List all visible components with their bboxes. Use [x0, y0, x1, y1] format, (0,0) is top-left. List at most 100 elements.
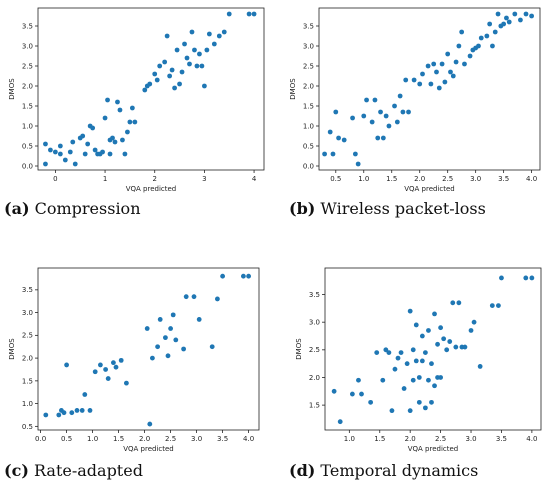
data-point [355, 161, 361, 167]
data-point [439, 61, 445, 67]
data-point [122, 151, 128, 157]
data-point [404, 361, 410, 367]
caption-rate-adapted: (c) Rate-adapted [4, 461, 143, 480]
y-tick-label: 1.0 [22, 400, 33, 408]
data-point [110, 135, 115, 141]
data-point [462, 344, 468, 350]
data-point [386, 350, 392, 355]
data-point [512, 11, 518, 17]
data-point [82, 151, 88, 157]
data-point [386, 123, 392, 129]
x-axis-label: VQA predicted [123, 445, 174, 453]
y-tick-label: 2.0 [22, 355, 33, 363]
caption-temporal-dynamics: (d) Temporal dynamics [289, 461, 478, 480]
data-point [378, 109, 383, 115]
y-tick-label: 1.0 [22, 122, 33, 130]
y-tick-label: 1.5 [22, 377, 33, 385]
data-point [392, 103, 397, 109]
data-point [492, 29, 498, 35]
x-axis-label: VQA predicted [408, 445, 459, 453]
y-tick-label: 0.0 [22, 162, 33, 170]
y-tick-label: 2.0 [309, 374, 320, 382]
data-point [364, 97, 369, 103]
data-point [506, 19, 512, 25]
data-point [206, 31, 212, 37]
data-point [380, 377, 386, 383]
caption-label: (b) [289, 199, 316, 218]
data-point [484, 33, 490, 39]
data-point [425, 63, 431, 69]
x-tick-label: 3 [202, 175, 206, 183]
caption-text: Rate-adapted [33, 461, 143, 480]
caption-label: (d) [289, 461, 316, 480]
data-point [435, 341, 440, 347]
scatter-points [43, 11, 257, 167]
data-point [172, 85, 177, 91]
y-tick-label: 2.5 [22, 332, 33, 340]
data-point [105, 97, 110, 103]
data-point [322, 151, 327, 157]
data-point [356, 377, 361, 383]
data-point [167, 73, 173, 79]
data-point [450, 73, 456, 79]
data-point [98, 362, 103, 368]
caption-text: Wireless packet-loss [320, 199, 486, 218]
data-point [400, 109, 406, 115]
data-point [477, 364, 483, 369]
caption-label: (a) [4, 199, 30, 218]
data-point [352, 151, 358, 157]
scatter-points [331, 275, 535, 425]
data-point [392, 366, 398, 372]
data-point [410, 377, 416, 383]
data-point [90, 125, 96, 131]
data-point [184, 55, 190, 61]
scatter-chart-svg: 0.0 0.5 1.0 1.5 2.0 2.5 3.0 3.5 4.00.51.01.52.02… [8, 267, 260, 453]
data-point [69, 410, 75, 416]
data-point [327, 129, 333, 135]
data-point [48, 147, 53, 153]
data-point [103, 367, 108, 372]
data-point [471, 319, 477, 325]
data-point [413, 322, 419, 328]
data-point [57, 143, 63, 149]
data-point [162, 59, 168, 65]
data-point [215, 296, 220, 302]
scatter-points [43, 273, 252, 427]
data-point [374, 350, 380, 355]
data-point [187, 61, 192, 67]
data-point [447, 339, 453, 344]
data-point [529, 13, 535, 19]
y-tick-label: 2.5 [303, 62, 314, 70]
data-point [368, 399, 374, 405]
data-point [501, 21, 507, 27]
scatter-panel-rate-adapted: 0.0 0.5 1.0 1.5 2.0 2.5 3.0 3.5 4.0 0.5 1.0 1.5 2.0 2… [0, 262, 275, 457]
data-point [401, 386, 407, 391]
scatter-panel-temporal-dynamics: 1.0 1.5 2.0 2.5 3.0 3.5 4.0 1.5 2.0 2.5 3.0 3.5 VQA … [275, 262, 550, 457]
data-point [359, 391, 364, 397]
data-point [453, 344, 459, 350]
data-point [132, 119, 138, 125]
caption-text: Compression [34, 199, 141, 218]
data-point [429, 361, 434, 367]
y-tick-label: 1.5 [309, 402, 320, 410]
data-point [181, 346, 187, 352]
data-point [341, 137, 347, 143]
data-point [490, 43, 495, 49]
data-point [124, 380, 129, 386]
data-point [169, 67, 175, 73]
data-point [504, 15, 509, 21]
y-tick-label: 3.0 [303, 42, 314, 50]
data-point [177, 81, 182, 87]
data-point [155, 344, 161, 350]
data-point [105, 376, 111, 381]
caption-label: (c) [4, 461, 29, 480]
y-tick-label: 2.0 [303, 82, 314, 90]
data-point [467, 53, 473, 59]
data-point [202, 83, 207, 89]
data-point [438, 325, 444, 331]
data-point [487, 21, 493, 27]
data-point [164, 33, 170, 39]
data-point [495, 11, 501, 17]
scatter-chart-svg: 1.0 1.5 2.0 2.5 3.0 3.5 4.0 1.5 2.0 2.5 3.0 3.5 VQA … [295, 267, 542, 453]
data-point [411, 77, 417, 83]
